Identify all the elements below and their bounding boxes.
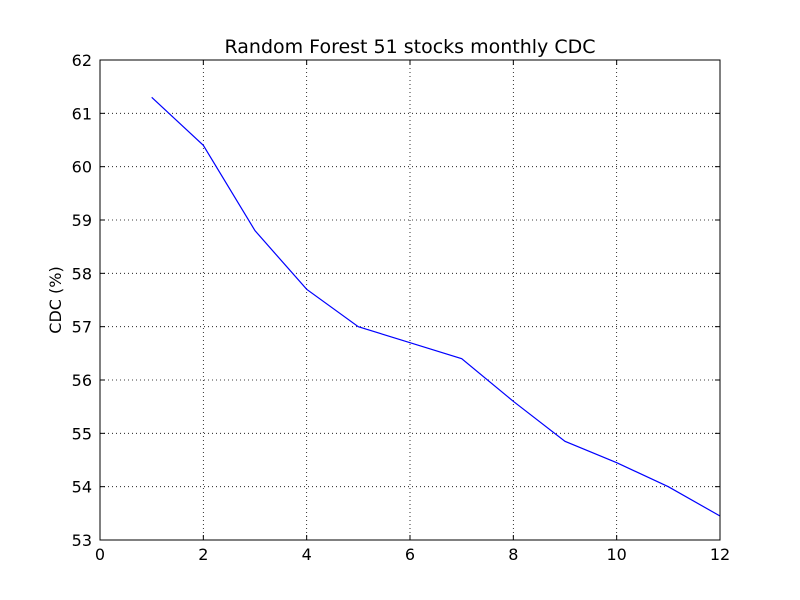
y-tick-label: 56 [72,371,92,390]
x-tick-label: 12 [710,545,730,564]
tick-labels: 0 2 4 6 8 10 12 53 54 55 56 57 58 59 60 61 62 [72,51,731,564]
y-tick-label: 60 [72,158,92,177]
x-tick-label: 8 [508,545,518,564]
y-axis-label: CDC (%) [46,266,65,333]
y-tick-label: 61 [72,104,92,123]
y-tick-label: 53 [72,531,92,550]
chart-title: Random Forest 51 stocks monthly CDC [224,36,595,58]
x-tick-label: 4 [302,545,312,564]
y-tick-label: 58 [72,264,92,283]
y-tick-label: 62 [72,51,92,70]
grid [100,60,720,540]
ticks [99,59,721,541]
y-tick-label: 54 [72,478,92,497]
series-layer [151,96,721,517]
x-tick-label: 10 [606,545,626,564]
x-tick-label: 2 [198,545,208,564]
x-tick-label: 0 [95,545,105,564]
x-tick-label: 6 [405,545,415,564]
y-tick-label: 55 [72,424,92,443]
y-tick-label: 59 [72,211,92,230]
series-line [151,96,721,517]
y-tick-label: 57 [72,318,92,337]
